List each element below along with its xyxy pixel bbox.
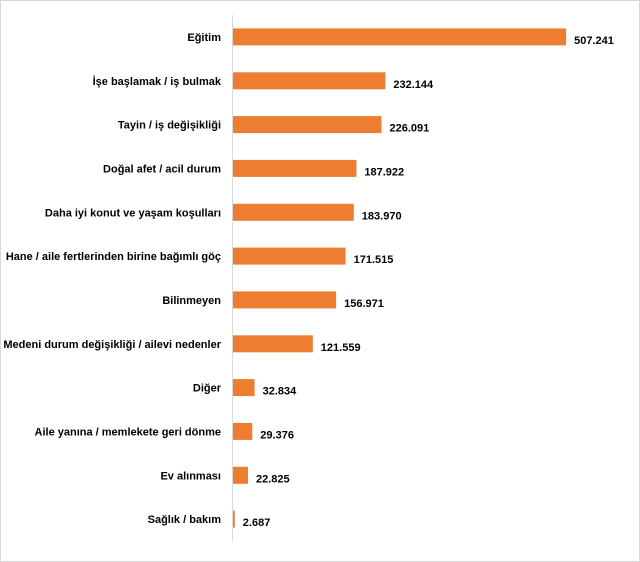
bar-4 [233, 204, 354, 221]
bar-7 [233, 335, 313, 352]
value-label-5: 171.515 [354, 254, 394, 266]
bar-10 [233, 467, 248, 484]
category-label-10: Ev alınması [160, 470, 221, 482]
value-label-1: 232.144 [393, 79, 434, 91]
value-label-4: 183.970 [362, 210, 402, 222]
value-label-8: 32.834 [263, 386, 298, 398]
category-label-6: Bilinmeyen [162, 295, 221, 307]
category-label-4: Daha iyi konut ve yaşam koşulları [45, 207, 221, 219]
category-label-8: Diğer [193, 383, 222, 395]
value-label-6: 156.971 [344, 298, 384, 310]
bar-2 [233, 116, 382, 133]
value-label-11: 2.687 [243, 517, 271, 529]
bar-8 [233, 379, 255, 396]
bar-1 [233, 72, 385, 89]
bar-3 [233, 160, 356, 177]
value-label-10: 22.825 [256, 473, 290, 485]
category-label-1: İşe başlamak / iş bulmak [93, 75, 222, 88]
value-label-2: 226.091 [390, 123, 430, 135]
value-label-3: 187.922 [364, 166, 404, 178]
category-labels-group: Eğitim İşe başlamak / iş bulmak Tayin / iş… [3, 32, 222, 526]
category-label-9: Aile yanına / memlekete geri dönme [35, 426, 221, 438]
category-label-5: Hane / aile fertlerinden birine bağımlı … [6, 251, 221, 263]
value-label-0: 507.241 [574, 35, 614, 47]
bar-9 [233, 423, 252, 440]
category-label-3: Doğal afet / acil durum [103, 163, 221, 175]
category-label-0: Eğitim [187, 32, 221, 44]
bar-11 [233, 511, 235, 528]
category-label-2: Tayin / iş değişikliği [118, 120, 221, 132]
category-label-7: Medeni durum değişikliği / ailevi nedenl… [3, 339, 221, 351]
value-label-7: 121.559 [321, 342, 361, 354]
category-label-11: Sağlık / bakım [148, 514, 222, 526]
bar-5 [233, 248, 346, 265]
bar-6 [233, 291, 336, 308]
bars-group [233, 28, 566, 527]
bar-0 [233, 28, 566, 45]
value-labels-group: 507.241 232.144 226.091 187.922 183.970 171.5… [243, 35, 614, 529]
value-label-9: 29.376 [260, 429, 294, 441]
